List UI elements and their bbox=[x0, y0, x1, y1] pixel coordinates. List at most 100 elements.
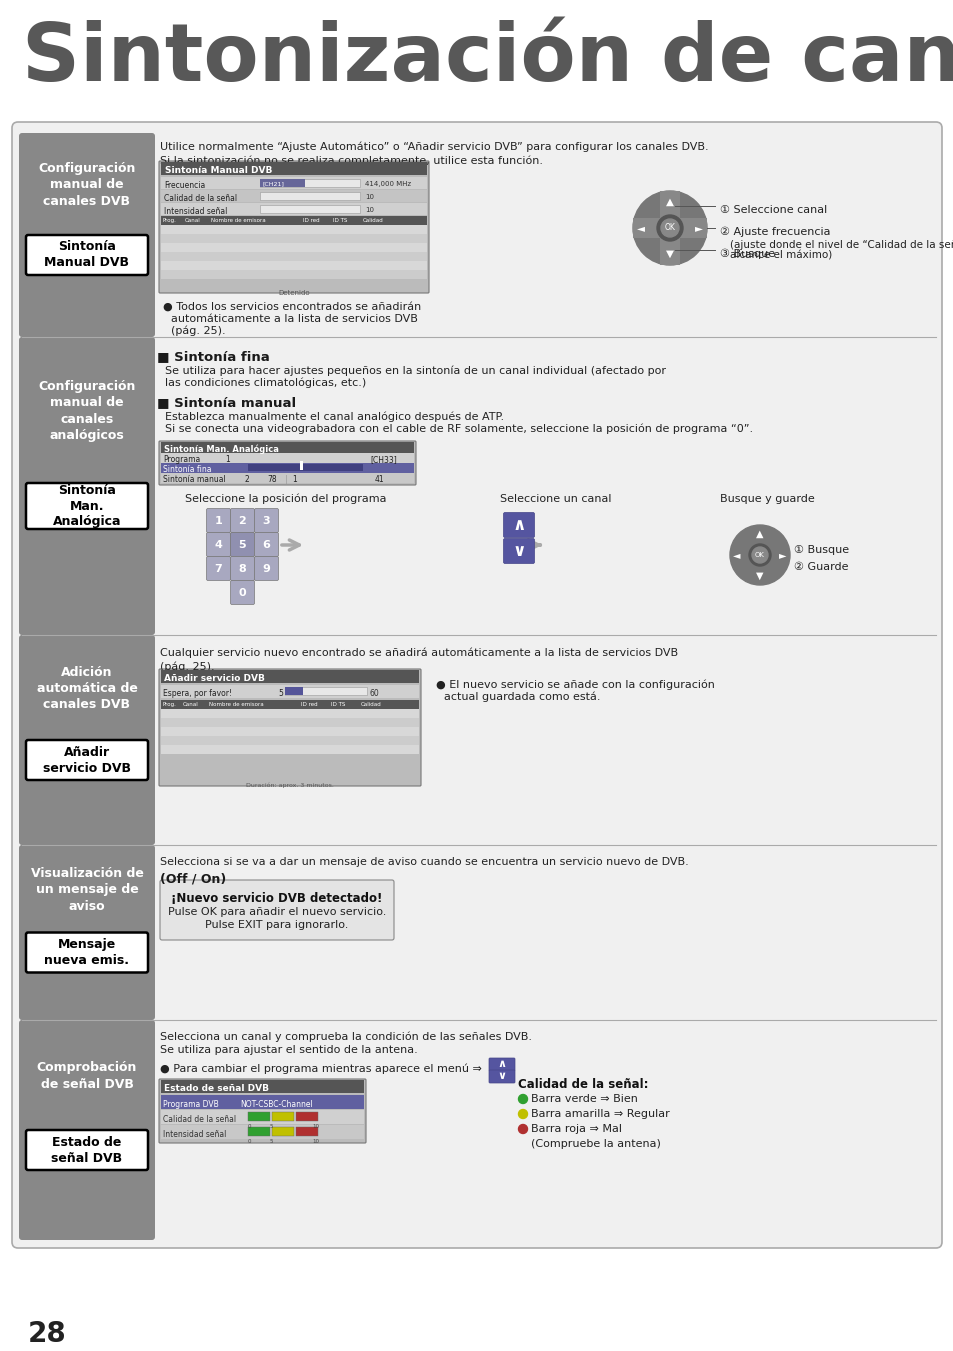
Text: OK: OK bbox=[664, 223, 675, 232]
Text: [CH21]: [CH21] bbox=[263, 181, 285, 186]
Text: actual guardada como está.: actual guardada como está. bbox=[443, 692, 599, 703]
FancyBboxPatch shape bbox=[254, 508, 278, 532]
FancyBboxPatch shape bbox=[19, 336, 154, 635]
FancyBboxPatch shape bbox=[206, 508, 231, 532]
Text: ∨: ∨ bbox=[497, 1071, 506, 1081]
Text: ● Todos los servicios encontrados se añadirán: ● Todos los servicios encontrados se aña… bbox=[163, 303, 421, 312]
Bar bbox=[161, 253, 427, 261]
Text: Configuración
manual de
canales DVB: Configuración manual de canales DVB bbox=[38, 162, 135, 208]
Text: Comprobación
de señal DVB: Comprobación de señal DVB bbox=[37, 1062, 137, 1090]
Bar bbox=[633, 218, 706, 238]
Text: Programa DVB: Programa DVB bbox=[163, 1100, 218, 1109]
Text: ▲: ▲ bbox=[665, 197, 673, 207]
Text: las condiciones climatológicas, etc.): las condiciones climatológicas, etc.) bbox=[165, 378, 366, 389]
Text: |: | bbox=[285, 476, 287, 484]
Text: 0: 0 bbox=[248, 1139, 252, 1144]
Bar bbox=[161, 736, 418, 744]
Bar bbox=[161, 162, 427, 176]
Text: Barra amarilla ⇒ Regular: Barra amarilla ⇒ Regular bbox=[531, 1109, 669, 1119]
Text: 4: 4 bbox=[214, 539, 222, 550]
Bar bbox=[161, 727, 418, 736]
Bar bbox=[161, 243, 427, 253]
Text: (Compruebe la antena): (Compruebe la antena) bbox=[531, 1139, 660, 1148]
Text: Sintonía
Manual DVB: Sintonía Manual DVB bbox=[45, 240, 130, 269]
Text: Prog.: Prog. bbox=[163, 703, 176, 707]
Text: Nombre de emisora: Nombre de emisora bbox=[211, 218, 266, 223]
Text: Adición
automática de
canales DVB: Adición automática de canales DVB bbox=[36, 666, 137, 712]
Text: 10: 10 bbox=[365, 195, 374, 200]
FancyBboxPatch shape bbox=[231, 581, 254, 604]
Text: Utilice normalmente “Ajuste Automático” o “Añadir servicio DVB” para configurar : Utilice normalmente “Ajuste Automático” … bbox=[160, 142, 708, 153]
Text: automáticamente a la lista de servicios DVB: automáticamente a la lista de servicios … bbox=[171, 313, 417, 324]
Text: Espera, por favor!: Espera, por favor! bbox=[163, 689, 232, 698]
Bar bbox=[161, 1125, 364, 1139]
Text: Programa: Programa bbox=[163, 455, 200, 463]
FancyBboxPatch shape bbox=[160, 880, 394, 940]
Text: Establezca manualmente el canal analógico después de ATP.: Establezca manualmente el canal analógic… bbox=[165, 412, 503, 423]
FancyBboxPatch shape bbox=[254, 532, 278, 557]
Text: Duración: aprox. 3 minutos.: Duración: aprox. 3 minutos. bbox=[246, 784, 334, 789]
Text: Seleccione un canal: Seleccione un canal bbox=[499, 494, 611, 504]
Text: ID TS: ID TS bbox=[331, 703, 345, 707]
Text: Prog.: Prog. bbox=[163, 218, 176, 223]
FancyBboxPatch shape bbox=[26, 740, 148, 780]
Text: Pulse OK para añadir el nuevo servicio.: Pulse OK para añadir el nuevo servicio. bbox=[168, 907, 386, 917]
Bar bbox=[161, 453, 414, 463]
FancyBboxPatch shape bbox=[19, 844, 154, 1020]
Text: 10: 10 bbox=[365, 207, 374, 213]
Text: ∨: ∨ bbox=[512, 542, 525, 561]
Text: Calidad de la señal: Calidad de la señal bbox=[163, 1115, 236, 1124]
Bar bbox=[248, 1112, 270, 1121]
Text: 1: 1 bbox=[214, 516, 222, 526]
Text: Calidad: Calidad bbox=[360, 703, 381, 707]
Text: Barra verde ⇒ Bien: Barra verde ⇒ Bien bbox=[531, 1094, 638, 1104]
Circle shape bbox=[751, 547, 767, 563]
Text: ① Busque: ① Busque bbox=[793, 544, 848, 555]
Circle shape bbox=[518, 1109, 527, 1119]
Text: Canal: Canal bbox=[183, 703, 198, 707]
Text: Visualización de
un mensaje de
aviso: Visualización de un mensaje de aviso bbox=[30, 867, 143, 913]
FancyBboxPatch shape bbox=[159, 161, 429, 293]
Circle shape bbox=[660, 219, 679, 236]
Bar bbox=[161, 442, 414, 453]
Text: Si la sintonización no se realiza completamente, utilice esta función.: Si la sintonización no se realiza comple… bbox=[160, 155, 542, 166]
Bar bbox=[161, 1079, 364, 1093]
Text: NOT-CSBC-Channel: NOT-CSBC-Channel bbox=[240, 1100, 313, 1109]
FancyBboxPatch shape bbox=[26, 235, 148, 276]
Text: 0: 0 bbox=[238, 588, 246, 597]
Text: 8: 8 bbox=[238, 563, 246, 574]
Text: ▼: ▼ bbox=[756, 571, 763, 581]
Circle shape bbox=[518, 1094, 527, 1104]
Text: Canal: Canal bbox=[185, 218, 200, 223]
Text: Añadir
servicio DVB: Añadir servicio DVB bbox=[43, 746, 131, 774]
FancyBboxPatch shape bbox=[19, 635, 154, 844]
Text: ● El nuevo servicio se añade con la configuración: ● El nuevo servicio se añade con la conf… bbox=[436, 680, 714, 690]
Text: Sintonía
Man.
Analógica: Sintonía Man. Analógica bbox=[52, 484, 121, 528]
Text: ② Ajuste frecuencia: ② Ajuste frecuencia bbox=[720, 227, 830, 238]
Text: ② Guarde: ② Guarde bbox=[793, 562, 847, 571]
FancyBboxPatch shape bbox=[26, 932, 148, 973]
FancyBboxPatch shape bbox=[231, 508, 254, 532]
Text: 5: 5 bbox=[270, 1124, 274, 1129]
Text: 2: 2 bbox=[245, 476, 250, 484]
Text: Intensidad señal: Intensidad señal bbox=[163, 1129, 226, 1139]
Text: (pág. 25).: (pág. 25). bbox=[171, 326, 226, 336]
Circle shape bbox=[729, 526, 789, 585]
Text: 0: 0 bbox=[248, 1124, 252, 1129]
Text: (pág. 25).: (pág. 25). bbox=[160, 661, 214, 671]
Text: ■ Sintonía manual: ■ Sintonía manual bbox=[157, 396, 295, 409]
Text: ¡Nuevo servicio DVB detectado!: ¡Nuevo servicio DVB detectado! bbox=[172, 892, 382, 905]
Text: 78: 78 bbox=[267, 476, 276, 484]
Bar bbox=[285, 688, 367, 694]
Text: Sintonía manual: Sintonía manual bbox=[163, 476, 226, 484]
Text: ③ Busque: ③ Busque bbox=[720, 249, 774, 259]
Text: 60: 60 bbox=[370, 689, 379, 698]
FancyBboxPatch shape bbox=[19, 132, 154, 336]
Bar bbox=[272, 1127, 294, 1136]
Bar bbox=[161, 1111, 364, 1124]
Text: Sintonía Man. Analógica: Sintonía Man. Analógica bbox=[164, 444, 278, 454]
Text: 10: 10 bbox=[312, 1124, 318, 1129]
Text: 9: 9 bbox=[262, 563, 270, 574]
Bar bbox=[161, 717, 418, 727]
Circle shape bbox=[657, 215, 682, 240]
